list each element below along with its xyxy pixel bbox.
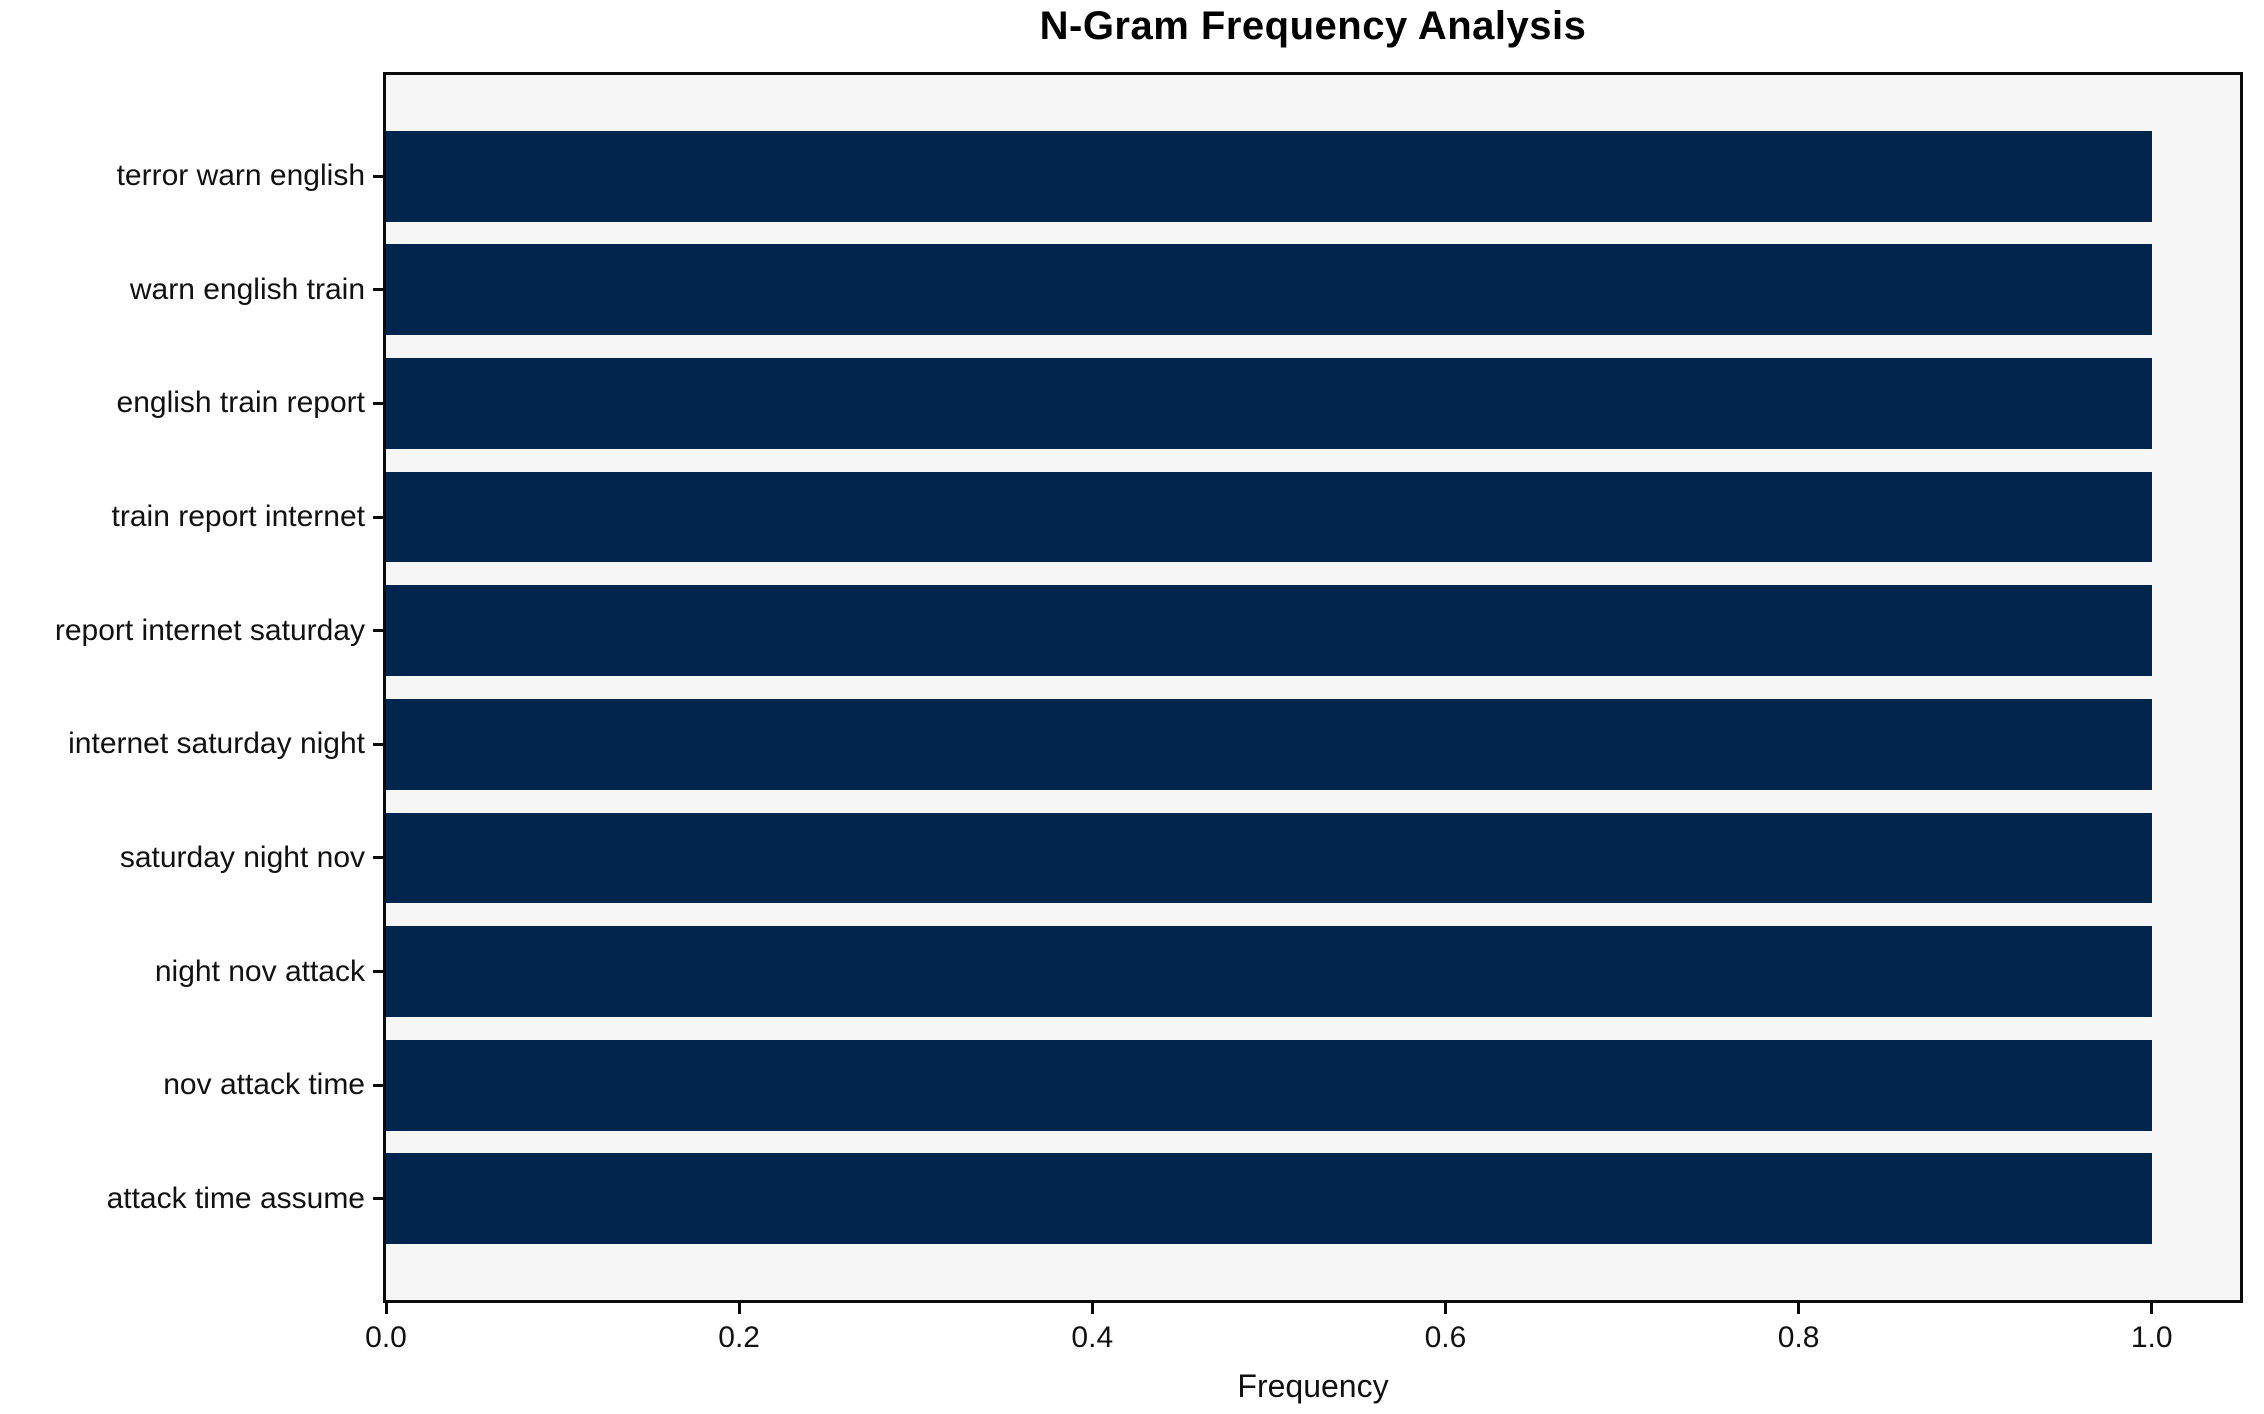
y-tick-label: saturday night nov (119, 840, 365, 874)
plot-area (383, 72, 2243, 1303)
bar-train-report-internet (386, 471, 2152, 563)
bar-attack-time-assume (386, 1153, 2152, 1245)
bar-report-internet-saturday (386, 585, 2152, 677)
bar-internet-saturday-night (386, 698, 2152, 790)
y-tick-mark (373, 629, 383, 633)
bar-saturday-night-nov (386, 812, 2152, 904)
x-tick-label: 1.0 (2130, 1321, 2173, 1354)
y-tick-label: night nov attack (154, 954, 365, 988)
y-tick-label: terror warn english (116, 159, 365, 193)
chart-title: N-Gram Frequency Analysis (1039, 4, 1587, 48)
bar-night-nov-attack (386, 926, 2152, 1018)
y-tick-mark (373, 174, 383, 178)
y-tick-mark (373, 970, 383, 974)
y-tick-mark (373, 401, 383, 405)
x-tick-label: 0.6 (1424, 1321, 1467, 1354)
x-tick-mark (2150, 1303, 2154, 1314)
x-tick-label: 0.2 (718, 1321, 760, 1354)
y-tick-label: warn english train (129, 272, 365, 306)
x-tick-mark (1090, 1303, 1094, 1314)
x-tick-mark (1797, 1303, 1801, 1314)
bar-terror-warn-english (386, 130, 2152, 222)
y-tick-label: attack time assume (106, 1181, 365, 1215)
x-tick-mark (737, 1303, 741, 1314)
x-tick-mark (1443, 1303, 1447, 1314)
y-tick-label: train report internet (111, 500, 365, 534)
x-tick-label: 0.4 (1071, 1321, 1114, 1354)
y-tick-mark (373, 856, 383, 860)
bar-nov-attack-time (386, 1039, 2152, 1131)
x-tick-label: 0.8 (1777, 1321, 1820, 1354)
bar-warn-english-train (386, 244, 2152, 336)
y-tick-label: nov attack time (163, 1068, 365, 1102)
x-tick-mark (384, 1303, 388, 1314)
y-tick-mark (373, 742, 383, 746)
y-tick-mark (373, 515, 383, 519)
x-axis-label: Frequency (1237, 1368, 1389, 1404)
x-tick-label: 0.0 (365, 1321, 407, 1354)
y-tick-mark (373, 1197, 383, 1201)
y-tick-mark (373, 1083, 383, 1087)
bar-english-train-report (386, 357, 2152, 449)
y-tick-label: internet saturday night (68, 727, 365, 761)
y-tick-mark (373, 288, 383, 292)
y-tick-label: english train report (116, 386, 365, 420)
y-tick-label: report internet saturday (54, 613, 365, 647)
